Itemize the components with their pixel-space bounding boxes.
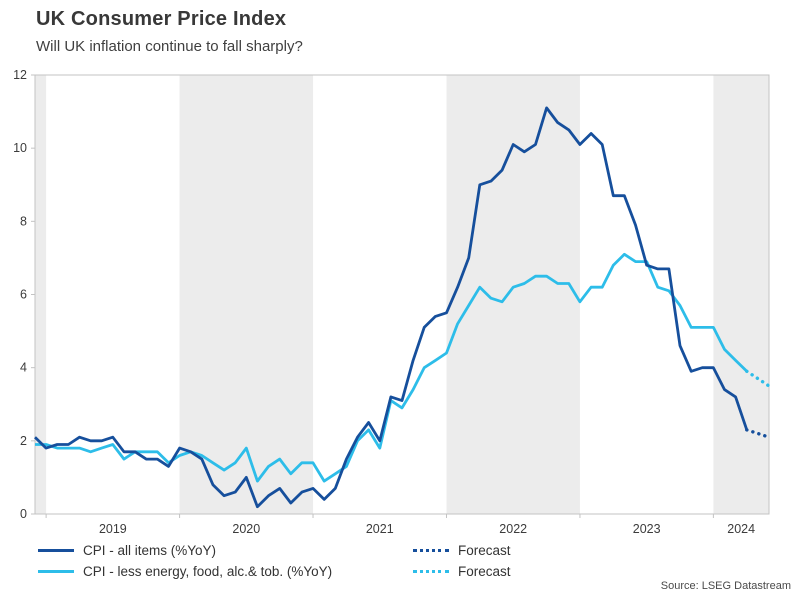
svg-text:4: 4 [20, 361, 27, 375]
svg-text:8: 8 [20, 214, 27, 228]
page-subtitle: Will UK inflation continue to fall sharp… [36, 38, 303, 55]
svg-text:2023: 2023 [633, 522, 661, 536]
legend-label: CPI - less energy, food, alc.& tob. (%Yo… [83, 563, 333, 579]
page-title: UK Consumer Price Index [36, 8, 287, 30]
legend-item-cpi-all-items: CPI - all items (%YoY) [38, 540, 413, 560]
svg-text:2: 2 [20, 434, 27, 448]
legend-item-forecast-core: Forecast [413, 561, 673, 581]
chart-legend: CPI - all items (%YoY) Forecast CPI - le… [38, 540, 673, 581]
svg-text:0: 0 [20, 507, 27, 521]
solid-line-sample-light-blue [38, 569, 74, 573]
svg-text:2020: 2020 [232, 522, 260, 536]
svg-text:12: 12 [13, 68, 27, 82]
solid-line-sample-dark-blue [38, 548, 74, 552]
svg-text:2024: 2024 [727, 522, 755, 536]
legend-item-forecast-all-items: Forecast [413, 540, 673, 560]
legend-item-cpi-core: CPI - less energy, food, alc.& tob. (%Yo… [38, 561, 413, 581]
svg-text:2019: 2019 [99, 522, 127, 536]
dotted-line-sample-light-blue [413, 569, 449, 573]
legend-label: CPI - all items (%YoY) [83, 542, 217, 558]
svg-text:6: 6 [20, 288, 27, 302]
svg-text:2022: 2022 [499, 522, 527, 536]
legend-label: Forecast [458, 542, 511, 558]
svg-text:2021: 2021 [366, 522, 394, 536]
source-note: Source: LSEG Datastream [660, 580, 791, 592]
dotted-line-sample-dark-blue [413, 548, 449, 552]
legend-label: Forecast [458, 563, 511, 579]
svg-text:10: 10 [13, 141, 27, 155]
